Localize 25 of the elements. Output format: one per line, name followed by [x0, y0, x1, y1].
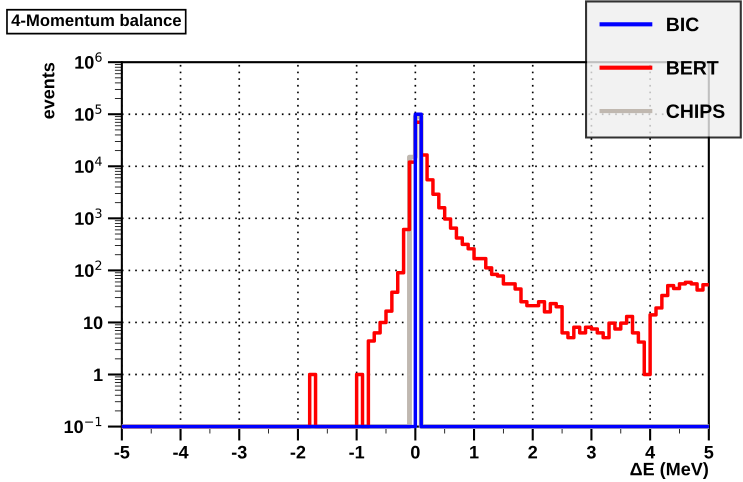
y-tick-label: 10$^{5}$ — [75, 104, 102, 121]
y-tick-label: 10$^{2}$ — [75, 260, 102, 277]
y-tick-label: 10$^{−1}$ — [64, 416, 102, 434]
legend-label: CHIPS — [666, 104, 724, 118]
x-tick-label: -2 — [290, 446, 306, 458]
legend-label: BERT — [667, 61, 719, 74]
x-tick-label: -5 — [114, 446, 130, 459]
y-tick-label: 10$^{6}$ — [75, 52, 102, 69]
y-axis-title: events — [42, 62, 54, 119]
y-tick-label: 10 — [84, 316, 102, 330]
legend-label: BIC — [667, 18, 699, 32]
x-tick-label: -1 — [349, 446, 364, 458]
x-tick-label: 4 — [645, 446, 656, 458]
x-tick-label: 2 — [528, 446, 538, 458]
y-tick-label: 1 — [94, 368, 103, 382]
x-tick-label: -4 — [173, 446, 188, 458]
x-tick-label: 3 — [586, 446, 596, 459]
y-tick-label: 10$^{3}$ — [75, 208, 102, 225]
x-tick-label: 5 — [704, 446, 714, 459]
chart-title: 4-Momentum balance — [11, 14, 181, 26]
x-tick-label: 0 — [411, 446, 420, 459]
x-tick-label: -3 — [232, 446, 247, 459]
x-tick-label: 1 — [470, 446, 479, 458]
y-tick-label: 10$^{4}$ — [75, 156, 102, 173]
x-axis-title: ΔE (MeV) — [630, 462, 708, 479]
